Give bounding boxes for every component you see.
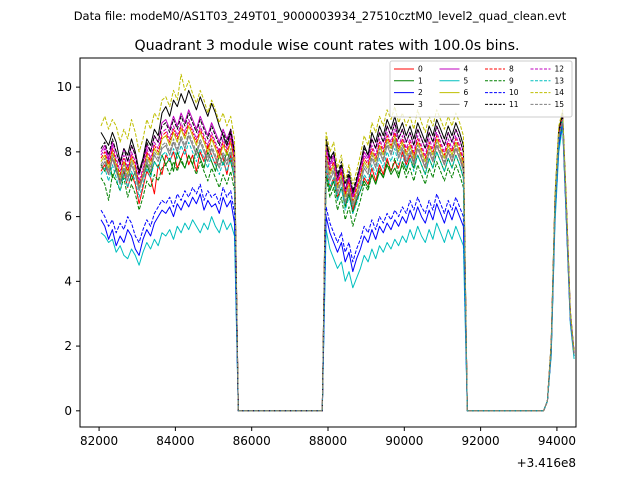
legend-frame	[389, 60, 573, 118]
legend-label: 11	[509, 100, 519, 109]
chart-title: Quadrant 3 module wise count rates with …	[134, 38, 519, 54]
plot-area	[80, 58, 576, 427]
legend-label: 6	[464, 88, 469, 97]
y-tick-label: 6	[64, 210, 72, 224]
x-tick-label: 94000	[538, 434, 576, 448]
y-tick-label: 8	[64, 145, 72, 159]
x-tick-label: 84000	[156, 434, 194, 448]
x-offset-label: +3.416e8	[517, 456, 576, 470]
x-tick-label: 82000	[80, 434, 118, 448]
legend-label: 12	[555, 65, 565, 74]
legend-label: 14	[555, 88, 565, 97]
y-tick-label: 4	[64, 274, 72, 288]
axes-layer: 82000 84000 86000 88000 90000 92000 94000 0 2 4 6 8…	[57, 57, 577, 448]
legend-label: 9	[509, 76, 514, 85]
figure-suptitle: Data file: modeM0/AS1T03_249T01_90000039…	[74, 9, 567, 23]
legend-label: 2	[418, 88, 423, 97]
legend-label: 3	[418, 100, 423, 109]
y-tick-label: 0	[64, 404, 72, 418]
legend-label: 1	[418, 76, 423, 85]
legend-label: 13	[555, 76, 565, 85]
legend-label: 15	[555, 100, 565, 109]
plot-background	[80, 58, 576, 427]
legend-label: 5	[464, 76, 469, 85]
x-tick-label: 88000	[309, 434, 347, 448]
y-tick-label: 10	[57, 80, 72, 94]
x-tick-label: 86000	[233, 434, 271, 448]
legend-label: 4	[464, 65, 469, 74]
x-tick-label: 90000	[385, 434, 423, 448]
x-tick-label: 92000	[462, 434, 500, 448]
y-tick-label: 2	[64, 339, 72, 353]
series-line-15	[100, 119, 575, 412]
legend-label: 7	[464, 100, 469, 109]
series-layer	[100, 73, 575, 412]
legend-label: 0	[418, 65, 423, 74]
legend-label: 8	[509, 65, 514, 74]
legend-label: 10	[509, 88, 519, 97]
